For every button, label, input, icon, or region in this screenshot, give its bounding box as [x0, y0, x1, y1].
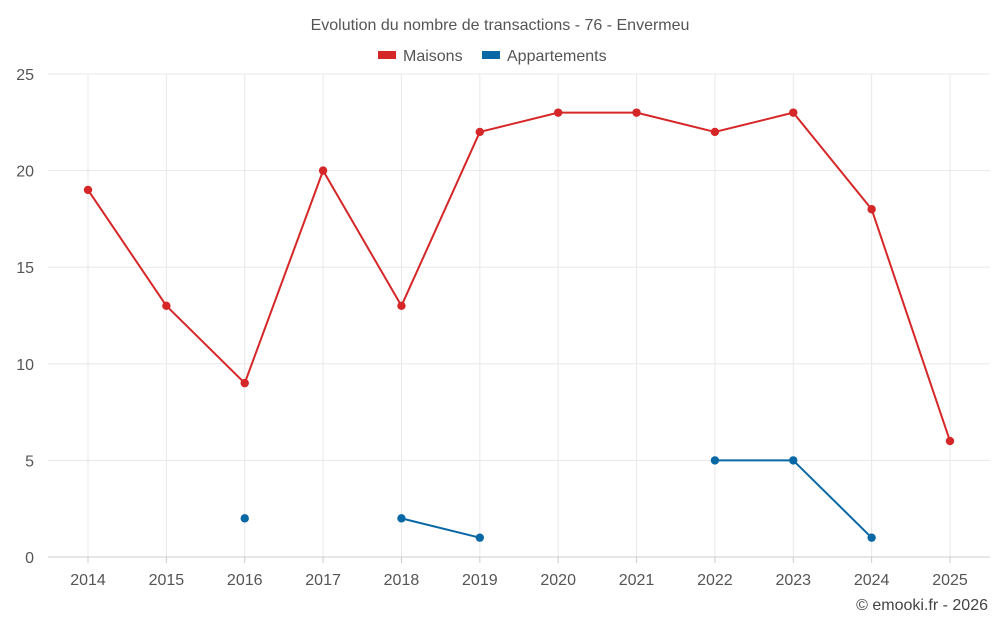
plot-area	[83, 108, 955, 542]
y-tick-label: 0	[25, 550, 34, 567]
x-tick-label: 2019	[462, 572, 498, 589]
x-tick-label: 2024	[854, 572, 890, 589]
x-tick-label: 2023	[775, 572, 811, 589]
legend-swatch-appartements	[482, 51, 500, 59]
legend-label-appartements: Appartements	[507, 48, 607, 65]
data-point-appartements[interactable]	[867, 533, 876, 542]
data-point-appartements[interactable]	[710, 456, 720, 465]
legend-item-maisons[interactable]: Maisons	[378, 48, 463, 65]
data-point-appartements[interactable]	[475, 533, 485, 542]
x-tick-label: 2015	[149, 572, 185, 589]
data-point-maisons[interactable]	[632, 108, 641, 117]
series-maisons	[83, 108, 955, 446]
data-point-maisons[interactable]	[475, 127, 485, 137]
chart-title: Evolution du nombre de transactions - 76…	[311, 17, 690, 34]
y-tick-label: 10	[16, 357, 34, 374]
credit-text: © emooki.fr - 2026	[856, 597, 988, 614]
data-point-maisons[interactable]	[318, 166, 328, 175]
y-tick-label: 20	[16, 164, 34, 181]
data-point-maisons[interactable]	[867, 205, 876, 214]
y-tick-label: 25	[16, 67, 34, 84]
legend-swatch-maisons	[378, 51, 396, 59]
data-point-appartements[interactable]	[397, 514, 406, 523]
y-tick-label: 5	[25, 453, 34, 470]
data-point-maisons[interactable]	[945, 436, 955, 446]
data-point-maisons[interactable]	[397, 301, 406, 311]
series-line-maisons	[87, 111, 951, 442]
data-point-maisons[interactable]	[162, 301, 171, 311]
grid	[48, 73, 990, 557]
y-tick-label: 15	[16, 260, 34, 277]
x-tick-label: 2020	[540, 572, 576, 589]
x-tick-label: 2016	[227, 572, 263, 589]
data-point-maisons[interactable]	[789, 108, 798, 117]
data-point-maisons[interactable]	[710, 127, 720, 137]
series-appartements	[240, 456, 876, 542]
data-point-appartements[interactable]	[240, 514, 249, 523]
data-point-appartements[interactable]	[789, 456, 798, 465]
x-tick-label: 2022	[697, 572, 733, 589]
x-tick-label: 2025	[932, 572, 968, 589]
legend-item-appartements[interactable]: Appartements	[482, 48, 607, 65]
data-point-maisons[interactable]	[83, 185, 93, 195]
x-tick-label: 2021	[619, 572, 655, 589]
legend: Maisons Appartements	[378, 48, 607, 65]
data-point-maisons[interactable]	[553, 108, 563, 117]
legend-label-maisons: Maisons	[403, 48, 463, 65]
data-point-maisons[interactable]	[240, 378, 249, 388]
series-line-appartements	[401, 517, 481, 539]
x-tick-label: 2017	[305, 572, 341, 589]
x-tick-label: 2018	[384, 572, 420, 589]
x-tick-label: 2014	[70, 572, 106, 589]
